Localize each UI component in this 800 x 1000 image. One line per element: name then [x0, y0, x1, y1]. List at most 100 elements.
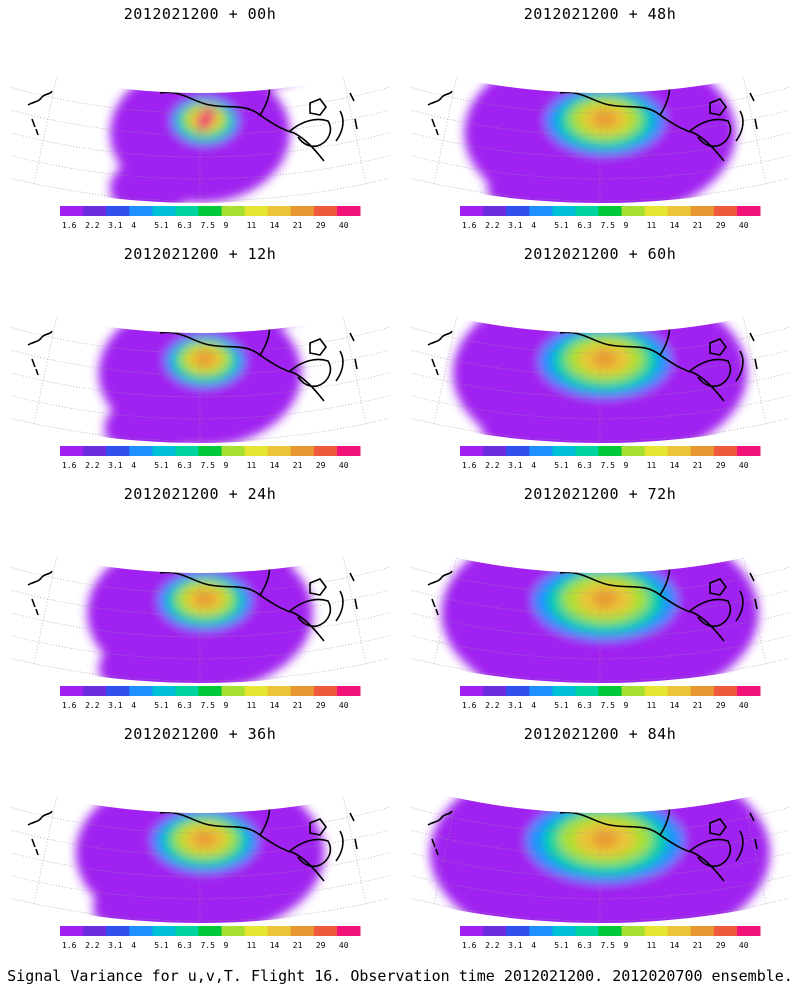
- colorbar-tick-label: 7.5: [600, 941, 615, 950]
- colorbar-tick-label: 5.1: [554, 461, 569, 470]
- colorbar-swatch: [460, 446, 484, 456]
- colorbar-tick-label: 5.1: [154, 221, 169, 230]
- colorbar-swatch: [336, 206, 361, 216]
- colorbar-swatch: [460, 206, 484, 216]
- map-panel-24h: 2012021200 + 24h 1.6 2.2 3.1 4 5.1 6.3 7.5 9 11 1…: [0, 485, 400, 725]
- colorbar-swatch: [83, 446, 107, 456]
- colorbar-tick-label: 7.5: [200, 461, 215, 470]
- colorbar-swatch: [198, 446, 223, 456]
- colorbar-swatch: [83, 686, 107, 696]
- colorbar: 1.6 2.2 3.1 4 5.1 6.3 7.5 9 11 14 21 29 40: [60, 686, 361, 710]
- map-panel-00h: 2012021200 + 00h 1.6 2.2 3.1 4 5.1 6.3 7.5 9 11 1…: [0, 5, 400, 245]
- panel-title: 2012021200 + 60h: [523, 245, 677, 263]
- colorbar-tick-label: 6.3: [577, 461, 592, 470]
- colorbar-swatch: [736, 686, 761, 696]
- colorbar-swatch: [575, 206, 599, 216]
- colorbar-tick-label: 5.1: [154, 461, 169, 470]
- colorbar-tick-label: 1.6: [62, 701, 77, 710]
- colorbar-tick-label: 9: [624, 941, 629, 950]
- colorbar-swatch: [267, 686, 292, 696]
- colorbar-swatch: [152, 206, 176, 216]
- figure-caption: Signal Variance for u,v,T. Flight 16. Ob…: [7, 967, 793, 985]
- colorbar-tick-label: 14: [270, 461, 280, 470]
- colorbar-swatch: [713, 446, 738, 456]
- colorbar-swatch: [106, 446, 130, 456]
- colorbar-tick-label: 6.3: [177, 941, 192, 950]
- colorbar-tick-label: 40: [739, 221, 749, 230]
- colorbar-tick-label: 3.1: [508, 221, 523, 230]
- colorbar-tick-label: 7.5: [200, 941, 215, 950]
- colorbar-tick-label: 3.1: [108, 941, 123, 950]
- colorbar-tick-label: 5.1: [554, 941, 569, 950]
- colorbar-swatch: [129, 926, 153, 936]
- colorbar-swatch: [267, 446, 292, 456]
- colorbar-tick-label: 21: [293, 461, 303, 470]
- colorbar-swatch: [529, 686, 553, 696]
- colorbar-tick-label: 40: [739, 941, 749, 950]
- colorbar-swatch: [644, 926, 669, 936]
- colorbar-tick-label: 11: [647, 941, 657, 950]
- colorbar-swatch: [175, 446, 199, 456]
- colorbar-tick-label: 5.1: [154, 701, 169, 710]
- colorbar-swatch: [267, 926, 292, 936]
- map-panel-84h: 2012021200 + 84h 1.6 2.2 3.1 4 5.1 6.3 7.5 9 11 1…: [400, 725, 800, 965]
- colorbar-swatch: [621, 926, 646, 936]
- colorbar-swatch: [483, 686, 507, 696]
- colorbar-tick-label: 3.1: [508, 701, 523, 710]
- colorbar-tick-label: 3.1: [108, 701, 123, 710]
- colorbar-tick-label: 3.1: [508, 941, 523, 950]
- variance-map: [410, 503, 790, 683]
- colorbar-swatch: [175, 206, 199, 216]
- colorbar-tick-label: 1.6: [62, 461, 77, 470]
- colorbar-swatch: [713, 206, 738, 216]
- colorbar-swatch: [621, 446, 646, 456]
- colorbar-swatch: [483, 446, 507, 456]
- colorbar-tick-label: 4: [131, 701, 136, 710]
- colorbar-tick-label: 4: [531, 701, 536, 710]
- colorbar-tick-label: 21: [693, 461, 703, 470]
- colorbar-swatch: [152, 446, 176, 456]
- colorbar-swatch: [175, 686, 199, 696]
- colorbar-tick-label: 1.6: [462, 941, 477, 950]
- colorbar-swatch: [483, 206, 507, 216]
- colorbar-swatch: [552, 446, 576, 456]
- colorbar-swatch: [575, 686, 599, 696]
- colorbar-swatch: [552, 686, 576, 696]
- colorbar-swatch: [221, 686, 246, 696]
- map-panel-48h: 2012021200 + 48h 1.6 2.2 3.1 4 5.1 6.3 7.5 9 11 1…: [400, 5, 800, 245]
- colorbar-tick-label: 40: [739, 461, 749, 470]
- colorbar-swatch: [221, 446, 246, 456]
- colorbar-tick-label: 11: [247, 701, 257, 710]
- colorbar-tick-label: 29: [716, 461, 726, 470]
- colorbar-tick-label: 3.1: [508, 461, 523, 470]
- colorbar-tick-label: 7.5: [200, 701, 215, 710]
- colorbar-swatch: [244, 926, 269, 936]
- colorbar-swatch: [198, 206, 223, 216]
- colorbar-tick-label: 29: [316, 701, 326, 710]
- colorbar-swatch: [690, 446, 715, 456]
- colorbar-swatch: [129, 446, 153, 456]
- colorbar-swatch: [60, 446, 84, 456]
- colorbar-swatch: [244, 206, 269, 216]
- colorbar-swatch: [267, 206, 292, 216]
- colorbar-swatch: [575, 926, 599, 936]
- colorbar: 1.6 2.2 3.1 4 5.1 6.3 7.5 9 11 14 21 29 40: [60, 206, 361, 230]
- colorbar-tick-label: 5.1: [554, 221, 569, 230]
- colorbar-swatch: [506, 206, 530, 216]
- variance-map: [410, 743, 790, 923]
- colorbar-swatch: [529, 446, 553, 456]
- colorbar-tick-label: 2.2: [485, 941, 500, 950]
- colorbar: 1.6 2.2 3.1 4 5.1 6.3 7.5 9 11 14 21 29 40: [460, 926, 761, 950]
- colorbar-swatch: [667, 926, 692, 936]
- colorbar-tick-label: 29: [316, 221, 326, 230]
- colorbar-tick-label: 3.1: [108, 221, 123, 230]
- panel-title: 2012021200 + 72h: [523, 485, 677, 503]
- colorbar-swatch: [506, 926, 530, 936]
- colorbar-tick-label: 14: [670, 941, 680, 950]
- colorbar-swatch: [598, 686, 623, 696]
- colorbar-tick-label: 21: [293, 221, 303, 230]
- colorbar-swatch: [152, 926, 176, 936]
- colorbar-tick-label: 1.6: [462, 461, 477, 470]
- colorbar-swatch: [313, 686, 338, 696]
- colorbar-tick-label: 11: [247, 941, 257, 950]
